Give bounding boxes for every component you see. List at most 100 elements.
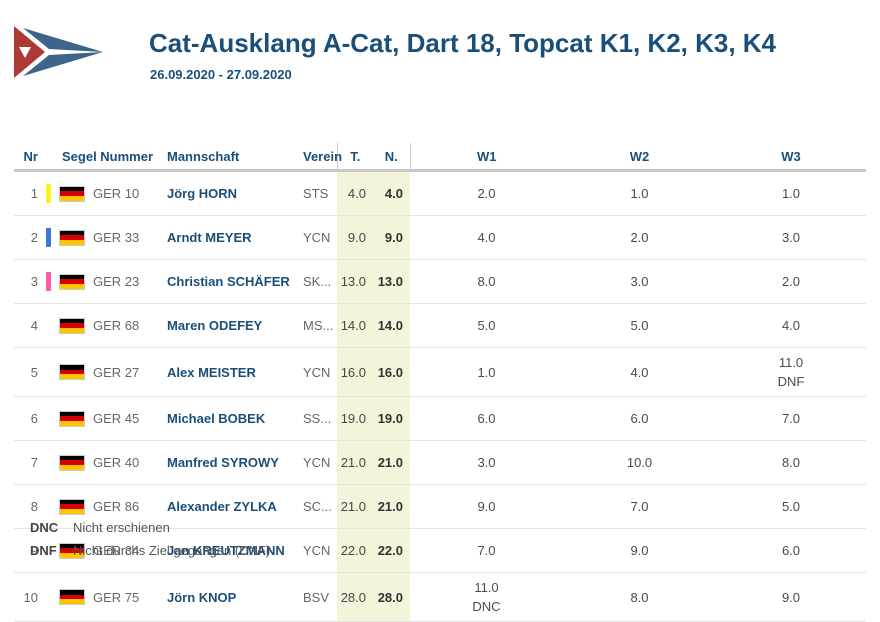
sail-number: GER 10 xyxy=(93,186,140,201)
table-row: 8 GER 86 Alexander ZYLKA SC... 21.0 21.0… xyxy=(14,484,866,529)
net-points-cell: 13.0 xyxy=(373,259,410,304)
race-score: 8.0 xyxy=(781,455,801,470)
skipper-name[interactable]: Michael BOBEK xyxy=(167,396,303,441)
sail-number-cell: GER 75 xyxy=(46,572,167,622)
legend: DNC Nicht erschienen DNF Nicht durchs Zi… xyxy=(14,516,270,562)
race-w3-cell: 4.0 xyxy=(716,303,866,348)
race-w3-cell: 3.0 xyxy=(716,215,866,260)
race-score: 1.0 xyxy=(781,186,801,201)
legend-label: Nicht erschienen xyxy=(73,520,170,535)
race-score: 6.0 xyxy=(781,543,801,558)
race-w1-cell: 8.0 xyxy=(410,259,563,304)
germany-flag-icon xyxy=(59,454,85,471)
legend-item-dnf: DNF Nicht durchs Ziel gegangen (DNF) xyxy=(14,539,270,562)
table-row: 3 GER 23 Christian SCHÄFER SK... 13.0 13… xyxy=(14,259,866,304)
race-w3-cell: 9.0 xyxy=(716,572,866,622)
legend-code: DNC xyxy=(30,520,59,535)
germany-flag-icon xyxy=(59,498,85,515)
skipper-name[interactable]: Alexander ZYLKA xyxy=(167,484,303,529)
race-w3-cell: 2.0 xyxy=(716,259,866,304)
race-score: 1.0 xyxy=(630,186,649,201)
skipper-name[interactable]: Maren ODEFEY xyxy=(167,303,303,348)
burgee-blue-top xyxy=(23,28,103,52)
race-w1-cell: 7.0 xyxy=(410,528,563,573)
race-score: 3.0 xyxy=(781,230,801,245)
sail-number: GER 34 xyxy=(93,543,140,558)
race-w1-cell: 4.0 xyxy=(410,215,563,260)
total-points-cell: 13.0 xyxy=(337,259,373,304)
race-score: 4.0 xyxy=(630,364,649,380)
race-w1-cell: 5.0 xyxy=(410,303,563,348)
col-header-verein: Verein xyxy=(303,143,342,172)
race-w3-cell: 6.0 xyxy=(716,528,866,573)
table-row: 6 GER 45 Michael BOBEK SS... 19.0 19.0 6… xyxy=(14,396,866,441)
club-cell: BSV xyxy=(303,572,337,622)
germany-flag-icon xyxy=(59,410,85,427)
skipper-name[interactable]: Christian SCHÄFER xyxy=(167,259,303,304)
race-score: 2.0 xyxy=(630,230,649,245)
race-w2-cell: 9.0 xyxy=(563,528,716,573)
club-cell: YCN xyxy=(303,215,337,260)
skipper-name[interactable]: Manfred SYROWY xyxy=(167,440,303,485)
skipper-name[interactable]: Arndt MEYER xyxy=(167,215,303,260)
rank-cell: 10 xyxy=(14,572,46,622)
race-w1-cell: 11.0 DNC xyxy=(410,572,563,622)
sail-number: GER 45 xyxy=(93,411,140,426)
race-w1-cell: 3.0 xyxy=(410,440,563,485)
total-points-cell: 9.0 xyxy=(337,215,373,260)
sail-number-cell: GER 45 xyxy=(46,396,167,441)
sail-number: GER 68 xyxy=(93,318,140,333)
legend-code: DNF xyxy=(30,543,57,558)
race-score: 3.0 xyxy=(477,455,496,470)
rank-cell: 3 xyxy=(14,259,46,304)
burgee-blue-bottom xyxy=(23,52,103,76)
table-row: 5 GER 27 Alex MEISTER YCN 16.0 16.0 1.0 … xyxy=(14,347,866,397)
race-w2-cell: 4.0 xyxy=(563,347,716,397)
race-w2-cell: 10.0 xyxy=(563,440,716,485)
total-points-cell: 21.0 xyxy=(337,440,373,485)
col-header-w3: W3 xyxy=(716,143,866,172)
col-header-net: N. xyxy=(373,143,411,172)
total-points-cell: 22.0 xyxy=(337,528,373,573)
skipper-name[interactable]: Jan KREUTZMANN xyxy=(167,528,303,573)
skipper-name[interactable]: Jörg HORN xyxy=(167,170,303,216)
col-header-total: T. xyxy=(336,143,373,172)
race-w3-cell: 11.0 DNF xyxy=(716,347,866,397)
sail-number-cell: GER 27 xyxy=(46,347,167,397)
net-points-cell: 22.0 xyxy=(373,528,410,573)
race-score: 4.0 xyxy=(781,318,801,333)
skipper-name[interactable]: Alex MEISTER xyxy=(167,347,303,397)
rank-cell: 7 xyxy=(14,440,46,485)
sail-number: GER 86 xyxy=(93,499,140,514)
race-score: 9.0 xyxy=(477,499,496,514)
race-w2-cell: 6.0 xyxy=(563,396,716,441)
results-table: Nr Segel Nummer Mannschaft Verein T. N. … xyxy=(14,143,866,622)
rank-color-bar xyxy=(46,184,51,203)
rank-cell: 6 xyxy=(14,396,46,441)
germany-flag-icon xyxy=(59,317,85,334)
club-cell: YCN xyxy=(303,347,337,397)
race-score: 4.0 xyxy=(477,230,496,245)
germany-flag-icon xyxy=(59,229,85,246)
race-w2-cell: 3.0 xyxy=(563,259,716,304)
skipper-name[interactable]: Jörn KNOP xyxy=(167,572,303,622)
col-header-segel-nummer: Segel Nummer xyxy=(46,143,167,172)
club-cell: SS... xyxy=(303,396,337,441)
club-cell: STS xyxy=(303,170,337,216)
total-points-cell: 19.0 xyxy=(337,396,373,441)
germany-flag-icon xyxy=(59,273,85,290)
race-note: DNF xyxy=(777,374,805,389)
race-score: 2.0 xyxy=(781,274,801,289)
sail-number-cell: GER 86 xyxy=(46,484,167,529)
race-w3-cell: 7.0 xyxy=(716,396,866,441)
race-w3-cell: 5.0 xyxy=(716,484,866,529)
total-points-cell: 28.0 xyxy=(337,572,373,622)
race-score: 11.0 xyxy=(474,580,499,595)
race-score: 5.0 xyxy=(477,318,496,333)
total-points-cell: 4.0 xyxy=(337,170,373,216)
sail-number-cell: GER 33 xyxy=(46,215,167,260)
legend-item-dnc: DNC Nicht erschienen xyxy=(14,516,270,539)
race-score: 5.0 xyxy=(781,499,801,514)
table-row: 2 GER 33 Arndt MEYER YCN 9.0 9.0 4.0 2.0… xyxy=(14,215,866,260)
net-points-cell: 9.0 xyxy=(373,215,410,260)
